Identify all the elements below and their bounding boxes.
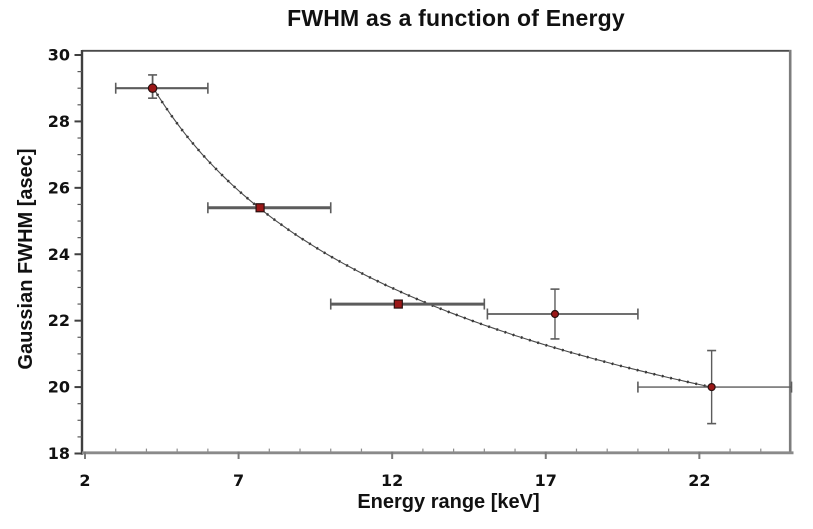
fit-curve	[152, 86, 712, 388]
y-tick-label: 30	[48, 46, 70, 65]
data-point-marker	[550, 309, 560, 319]
data-point-marker	[255, 203, 265, 213]
y-tick-label: 18	[48, 444, 70, 463]
chart-title: FWHM as a function of Energy	[287, 5, 625, 31]
x-tick-label: 2	[79, 471, 90, 490]
x-tick-label: 22	[688, 471, 710, 490]
y-tick-label: 20	[48, 378, 70, 397]
x-tick-label: 12	[381, 471, 403, 490]
x-tick-label: 7	[233, 471, 244, 490]
x-axis-label: Energy range [keV]	[357, 491, 540, 513]
data-point-marker	[707, 382, 716, 392]
data-point-marker	[147, 83, 158, 94]
x-tick-label: 17	[535, 471, 557, 490]
y-tick-label: 24	[48, 245, 70, 264]
y-tick-label: 22	[48, 311, 70, 330]
data-point-marker	[393, 299, 403, 309]
y-tick-label: 26	[48, 178, 70, 197]
fit-curve-beads	[151, 86, 712, 389]
y-tick-label: 28	[48, 112, 70, 131]
